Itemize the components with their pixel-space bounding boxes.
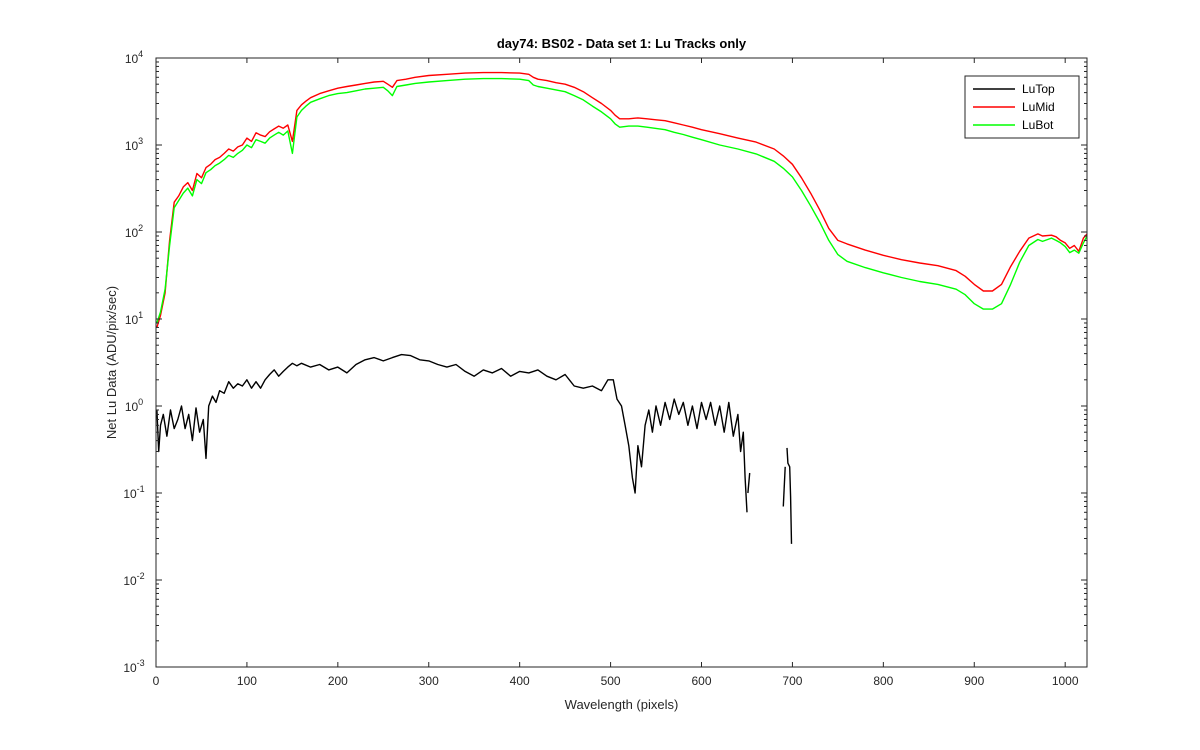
x-tick-label: 500 bbox=[601, 674, 621, 688]
x-tick-label: 300 bbox=[419, 674, 439, 688]
x-tick-label: 0 bbox=[153, 674, 160, 688]
ticks-layer: 0 100 200 300 400 500 600 700 800 900 1000 10-3 10-2… bbox=[123, 49, 1087, 688]
legend-label-lutop: LuTop bbox=[1022, 82, 1055, 96]
series-lumid bbox=[156, 71, 1087, 328]
series-lubot bbox=[156, 77, 1087, 324]
series-line-lutop-0 bbox=[156, 353, 748, 513]
y-tick-label: 103 bbox=[125, 136, 143, 153]
x-tick-label: 700 bbox=[782, 674, 802, 688]
series-line-lutop-3 bbox=[786, 447, 793, 544]
x-tick-label: 600 bbox=[691, 674, 711, 688]
y-tick-label: 101 bbox=[125, 310, 143, 327]
y-tick-label: 10-1 bbox=[123, 484, 144, 501]
legend-label-lumid: LuMid bbox=[1022, 100, 1055, 114]
y-axis-label: Net Lu Data (ADU/pix/sec) bbox=[104, 286, 119, 439]
y-tick-label: 102 bbox=[125, 223, 143, 240]
legend: LuTop LuMid LuBot bbox=[964, 75, 1080, 139]
x-tick-label: 400 bbox=[510, 674, 530, 688]
series-line-lumid-0 bbox=[156, 71, 1087, 328]
x-tick-label: 800 bbox=[873, 674, 893, 688]
axes-box bbox=[155, 57, 1088, 668]
series-layer bbox=[156, 71, 1087, 544]
x-tick-label: 100 bbox=[237, 674, 257, 688]
series-line-lutop-1 bbox=[747, 472, 751, 494]
y-tick-label: 10-3 bbox=[123, 658, 144, 675]
plot-area bbox=[156, 58, 1087, 667]
y-tick-label: 104 bbox=[125, 49, 143, 66]
y-tick-label: 10-2 bbox=[123, 571, 144, 588]
series-line-lubot-0 bbox=[156, 77, 1087, 324]
y-tick-label: 100 bbox=[125, 397, 143, 414]
chart-title: day74: BS02 - Data set 1: Lu Tracks only bbox=[497, 36, 747, 51]
x-tick-label: 900 bbox=[964, 674, 984, 688]
x-tick-label: 1000 bbox=[1052, 674, 1079, 688]
series-line-lutop-2 bbox=[782, 466, 786, 507]
legend-label-lubot: LuBot bbox=[1022, 118, 1054, 132]
x-tick-label: 200 bbox=[328, 674, 348, 688]
legend-box bbox=[964, 75, 1080, 139]
series-lutop bbox=[156, 353, 793, 544]
x-axis-label: Wavelength (pixels) bbox=[565, 697, 679, 712]
